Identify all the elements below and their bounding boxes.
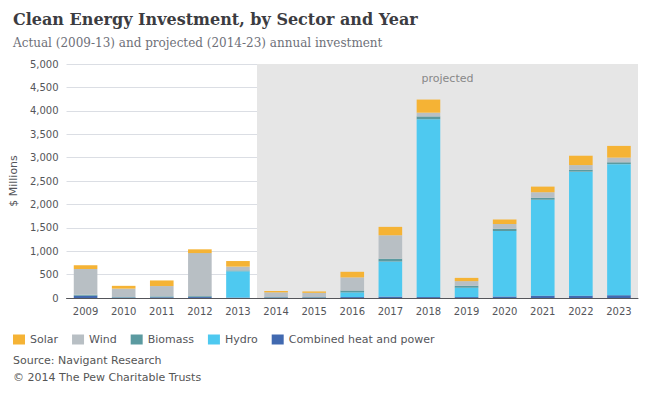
svg-text:2021: 2021 (530, 306, 555, 317)
svg-text:2013: 2013 (225, 306, 250, 317)
svg-text:Combined heat and power: Combined heat and power (289, 333, 435, 346)
svg-text:© 2014 The Pew Charitable Trus: © 2014 The Pew Charitable Trusts (13, 371, 201, 384)
svg-text:Source: Navigant Research: Source: Navigant Research (13, 354, 162, 367)
svg-text:2022: 2022 (568, 306, 593, 317)
svg-text:projected: projected (422, 72, 474, 85)
svg-text:4,500: 4,500 (30, 82, 59, 93)
svg-text:Actual (2009-13) and projected: Actual (2009-13) and projected (2014-23)… (12, 36, 383, 50)
svg-text:2010: 2010 (111, 306, 136, 317)
svg-text:2018: 2018 (416, 306, 441, 317)
svg-text:Wind: Wind (89, 333, 117, 346)
svg-text:2019: 2019 (454, 306, 479, 317)
svg-text:2017: 2017 (378, 306, 403, 317)
svg-text:5,000: 5,000 (30, 59, 59, 70)
svg-text:2012: 2012 (187, 306, 212, 317)
svg-text:Solar: Solar (30, 333, 59, 346)
svg-text:2016: 2016 (340, 306, 365, 317)
svg-text:2,500: 2,500 (30, 176, 59, 187)
svg-text:1,500: 1,500 (30, 222, 59, 233)
svg-text:0: 0 (52, 293, 58, 304)
svg-text:3,000: 3,000 (30, 152, 59, 163)
svg-text:2009: 2009 (73, 306, 98, 317)
svg-text:2023: 2023 (606, 306, 631, 317)
svg-text:$ Millions: $ Millions (7, 155, 20, 207)
svg-text:2015: 2015 (301, 306, 326, 317)
svg-text:2020: 2020 (492, 306, 517, 317)
svg-text:2014: 2014 (263, 306, 288, 317)
svg-text:1,000: 1,000 (30, 246, 59, 257)
svg-text:3,500: 3,500 (30, 129, 59, 140)
svg-text:4,000: 4,000 (30, 105, 59, 116)
svg-text:2011: 2011 (149, 306, 174, 317)
svg-text:2,000: 2,000 (30, 199, 59, 210)
svg-text:Biomass: Biomass (148, 333, 195, 346)
svg-text:500: 500 (39, 269, 58, 280)
svg-text:Hydro: Hydro (225, 333, 258, 346)
svg-text:Clean Energy Investment, by Se: Clean Energy Investment, by Sector and Y… (13, 10, 418, 29)
